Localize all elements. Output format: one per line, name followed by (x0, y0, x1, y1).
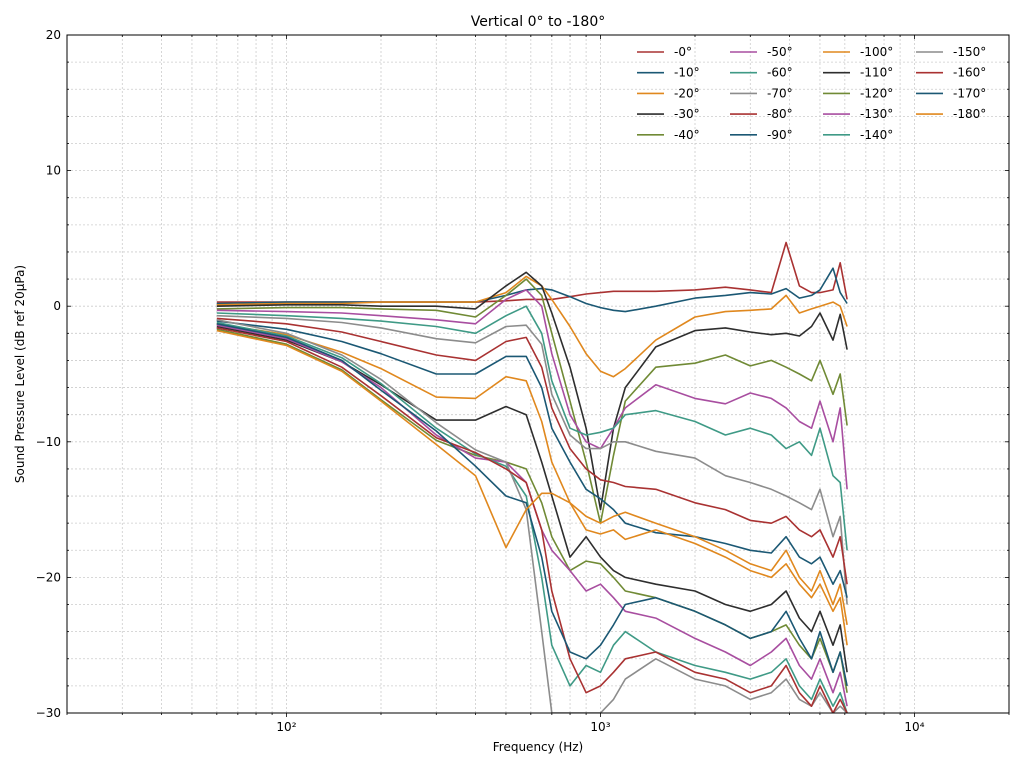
y-tick-label: 10 (46, 164, 61, 178)
legend-label: -10° (674, 66, 700, 80)
x-axis-label: Frequency (Hz) (493, 740, 584, 754)
legend-label: -150° (953, 45, 986, 59)
y-tick-label: 0 (53, 299, 61, 313)
legend-label: -0° (674, 45, 692, 59)
legend-label: -40° (674, 128, 700, 142)
legend-label: -120° (860, 86, 893, 100)
legend-label: -90° (767, 128, 793, 142)
chart-title: Vertical 0° to -180° (471, 14, 606, 30)
legend-label: -170° (953, 86, 986, 100)
x-tick-label: 10² (276, 720, 296, 734)
legend-label: -80° (767, 107, 793, 121)
legend-label: -180° (953, 107, 986, 121)
legend-label: -100° (860, 45, 893, 59)
legend-label: -130° (860, 107, 893, 121)
legend-label: -50° (767, 45, 793, 59)
y-tick-label: −10 (36, 435, 61, 449)
legend-label: -110° (860, 66, 893, 80)
y-tick-label: −20 (36, 570, 61, 584)
y-tick-label: 20 (46, 28, 61, 42)
y-axis-label: Sound Pressure Level (dB ref 20µPa) (13, 265, 27, 483)
legend-label: -160° (953, 66, 986, 80)
y-tick-label: −30 (36, 706, 61, 720)
legend-label: -70° (767, 86, 793, 100)
legend-label: -20° (674, 86, 700, 100)
legend-label: -60° (767, 66, 793, 80)
x-tick-label: 10⁴ (904, 720, 924, 734)
x-tick-label: 10³ (590, 720, 610, 734)
legend-label: -30° (674, 107, 700, 121)
legend-label: -140° (860, 128, 893, 142)
